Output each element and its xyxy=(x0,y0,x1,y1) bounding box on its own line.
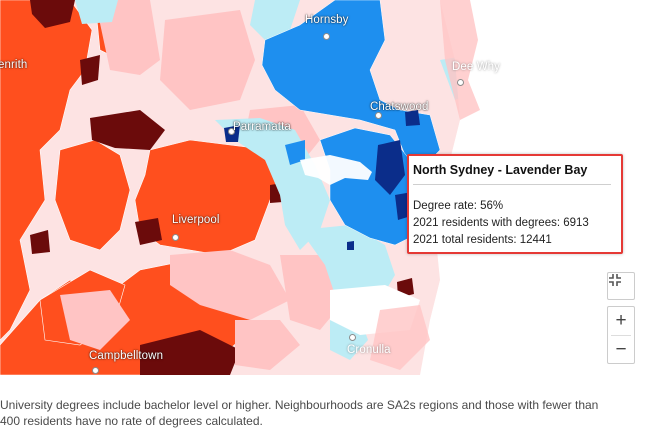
zoom-in-button[interactable]: + xyxy=(615,310,627,331)
place-marker-dee-why xyxy=(457,79,464,86)
place-label-parramatta: Parramatta xyxy=(233,121,291,133)
place-marker-parramatta xyxy=(228,128,235,135)
coast-pink-fringe xyxy=(440,0,480,120)
map-caption: University degrees include bachelor leve… xyxy=(0,397,640,429)
place-label-penrith: enrith xyxy=(0,59,28,71)
tooltip-residents-with-degrees: 2021 residents with degrees: 6913 xyxy=(413,217,589,229)
region-pink-3[interactable] xyxy=(170,250,290,320)
zoom-controls: + − xyxy=(607,306,635,364)
region-pink-7[interactable] xyxy=(235,320,300,370)
place-label-liverpool: Liverpool xyxy=(172,214,220,226)
region-very-high-1[interactable] xyxy=(375,140,405,195)
region-dark-1[interactable] xyxy=(30,0,75,28)
south-pink-fringe xyxy=(370,305,430,370)
place-marker-chatswood xyxy=(375,112,382,119)
region-high-3[interactable] xyxy=(285,140,305,165)
region-dark-6[interactable] xyxy=(140,330,240,375)
region-liverpool-low[interactable] xyxy=(134,139,286,256)
place-marker-liverpool xyxy=(172,234,179,241)
place-label-chatswood: Chatswood xyxy=(370,101,429,113)
zoom-divider xyxy=(611,335,631,336)
harbour-water xyxy=(300,155,372,185)
place-label-dee-why: Dee Why xyxy=(452,61,500,73)
place-label-hornsby: Hornsby xyxy=(305,14,349,26)
region-above-avg-2[interactable] xyxy=(250,0,300,40)
region-above-avg-1[interactable] xyxy=(75,0,118,24)
region-dark-4[interactable] xyxy=(135,218,162,245)
region-mid-low[interactable] xyxy=(54,139,131,251)
place-label-campbelltown: Campbelltown xyxy=(89,350,164,362)
tooltip-divider xyxy=(413,184,611,185)
tooltip-degree-rate: Degree rate: 56% xyxy=(413,200,504,212)
choropleth-map[interactable]: enrith Hornsby Dee Why Chatswood Parrama… xyxy=(0,0,635,375)
place-label-cronulla: Cronulla xyxy=(347,344,391,356)
region-tooltip: North Sydney - Lavender Bay Degree rate:… xyxy=(407,154,623,254)
map-regions[interactable] xyxy=(0,0,635,375)
region-very-high-5[interactable] xyxy=(347,241,354,250)
region-pink-2[interactable] xyxy=(160,10,255,110)
zoom-out-button[interactable]: − xyxy=(615,339,627,360)
fullscreen-icon xyxy=(609,274,621,286)
region-pink-6[interactable] xyxy=(60,290,130,350)
caption-line-2: 400 residents have no rate of degrees ca… xyxy=(0,414,263,428)
region-dark-3[interactable] xyxy=(90,110,165,150)
region-dark-2[interactable] xyxy=(80,55,100,85)
tooltip-total-residents: 2021 total residents: 12441 xyxy=(413,234,552,246)
region-very-high-4[interactable] xyxy=(405,110,420,126)
region-west-low[interactable] xyxy=(0,0,93,341)
caption-line-1: University degrees include bachelor leve… xyxy=(0,398,599,412)
place-marker-cronulla xyxy=(349,334,356,341)
place-marker-hornsby xyxy=(323,33,330,40)
place-marker-campbelltown xyxy=(92,367,99,374)
region-dark-5[interactable] xyxy=(30,230,50,254)
fullscreen-button[interactable] xyxy=(607,272,635,300)
tooltip-title: North Sydney - Lavender Bay xyxy=(413,163,588,177)
region-high-north[interactable] xyxy=(261,0,441,171)
